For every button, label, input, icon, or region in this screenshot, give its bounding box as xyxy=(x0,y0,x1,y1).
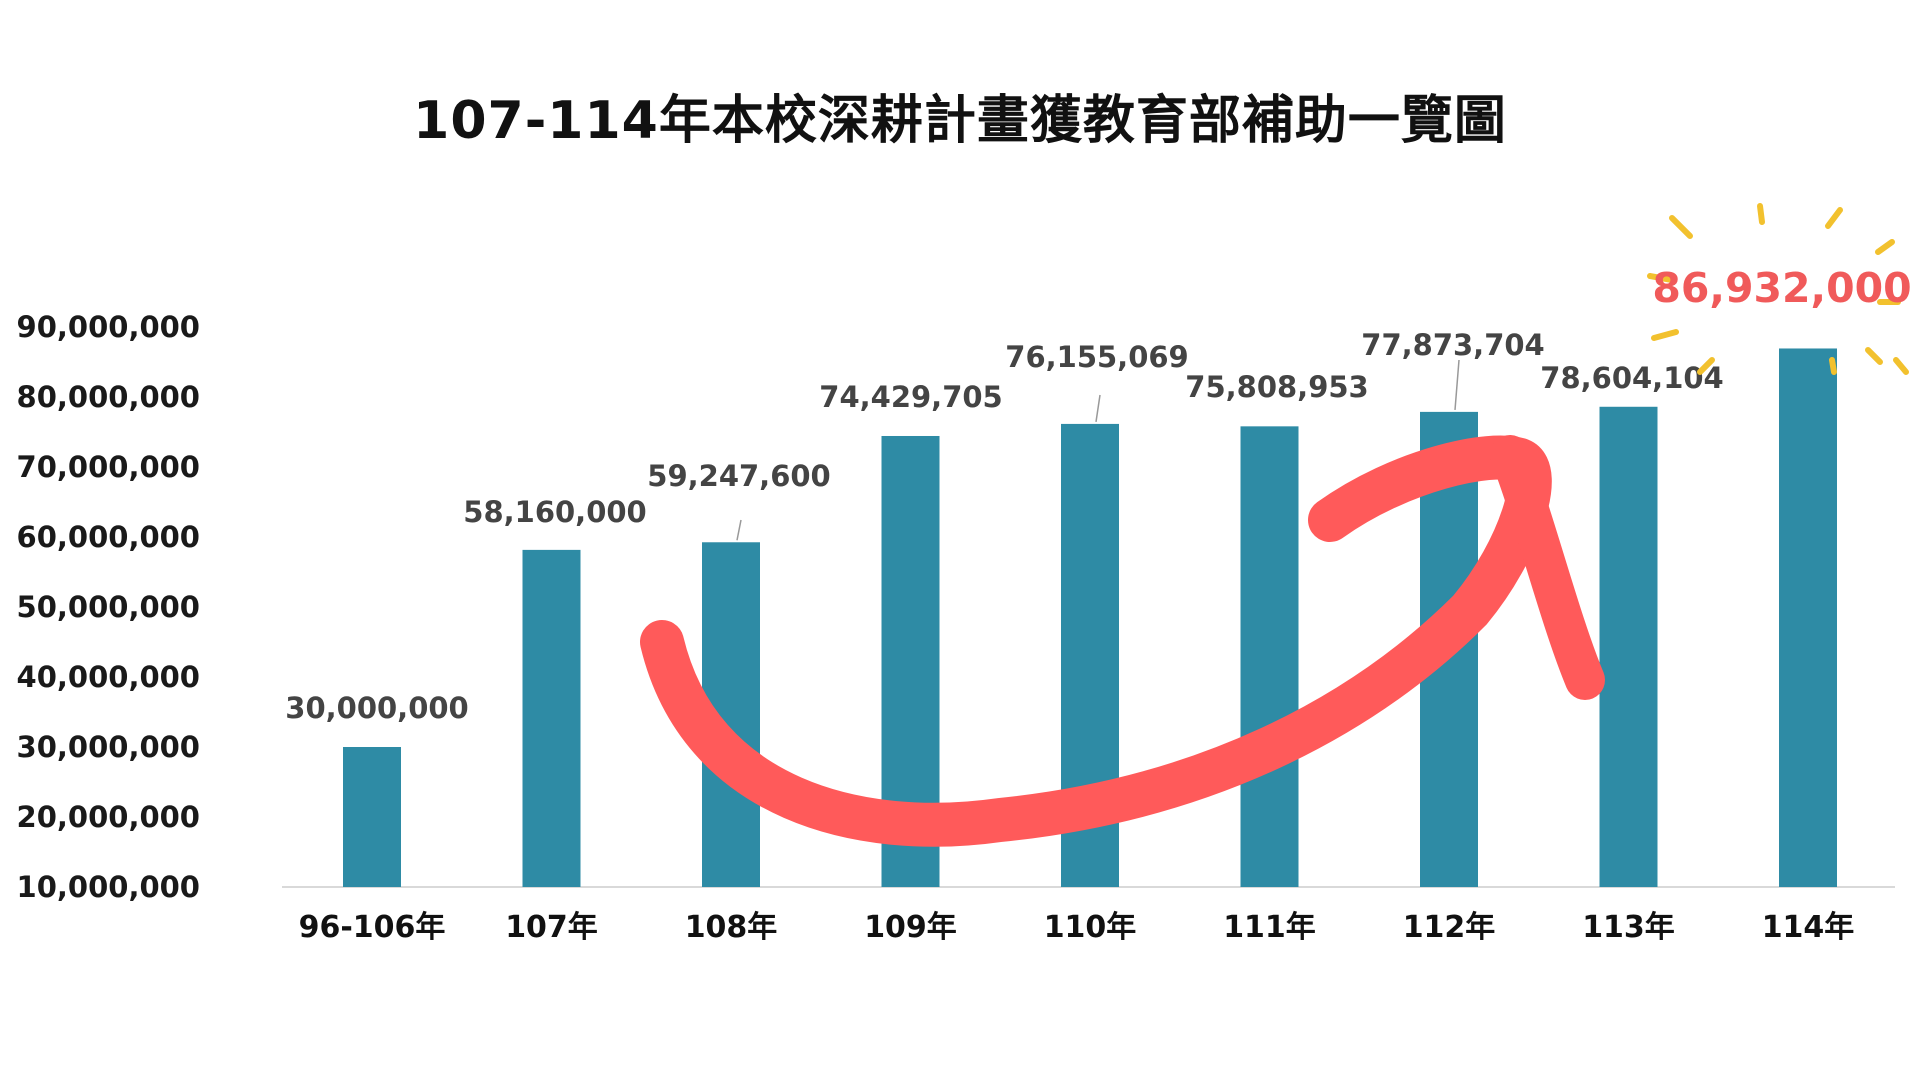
y-tick-label: 10,000,000 xyxy=(17,870,200,904)
highlight-burst-ray xyxy=(1697,357,1715,375)
x-tick-label: 113年 xyxy=(1582,910,1675,945)
label-leader-line xyxy=(1454,359,1460,410)
y-tick-label: 40,000,000 xyxy=(17,660,200,694)
bar xyxy=(1240,426,1299,887)
x-tick-label: 111年 xyxy=(1223,910,1316,945)
highlight-burst-ray xyxy=(1893,357,1909,375)
y-tick-label: 80,000,000 xyxy=(17,380,200,414)
data-label: 77,873,704 xyxy=(1361,328,1544,362)
x-tick-label: 112年 xyxy=(1403,910,1496,945)
curved-arrow-tail xyxy=(1490,435,1605,700)
label-leader-line xyxy=(1095,394,1101,423)
highlight-burst-ray xyxy=(1651,329,1679,341)
data-label: 78,604,104 xyxy=(1540,361,1723,395)
chart-title: 107-114年本校深耕計畫獲教育部補助一覽圖 xyxy=(413,91,1507,151)
bar xyxy=(343,747,401,887)
highlight-burst-ray xyxy=(1757,203,1765,225)
highlight-burst-ray xyxy=(1647,273,1675,283)
y-tick-label: 20,000,000 xyxy=(17,800,200,834)
y-tick-label: 60,000,000 xyxy=(17,520,200,554)
bar xyxy=(1779,348,1837,887)
data-label: 75,808,953 xyxy=(1185,370,1368,404)
x-tick-label: 109年 xyxy=(864,910,957,945)
x-tick-label: 107年 xyxy=(505,910,598,945)
x-tick-label: 110年 xyxy=(1044,910,1137,945)
x-tick-label: 96-106年 xyxy=(299,910,446,945)
highlight-burst-ray xyxy=(1669,215,1693,239)
highlight-burst-ray xyxy=(1829,357,1837,375)
data-label: 30,000,000 xyxy=(285,691,468,725)
bar xyxy=(1599,406,1658,887)
data-label: 74,429,705 xyxy=(819,380,1002,414)
y-tick-label: 90,000,000 xyxy=(17,310,200,344)
highlight-burst-ray xyxy=(1865,347,1883,365)
data-label: 58,160,000 xyxy=(463,495,646,529)
y-tick-label: 70,000,000 xyxy=(17,450,200,484)
y-tick-label: 30,000,000 xyxy=(17,730,200,764)
highlight-burst-ray xyxy=(1825,207,1843,229)
y-tick-label: 50,000,000 xyxy=(17,590,200,624)
data-label-highlight: 86,932,000 xyxy=(1652,264,1911,312)
x-tick-label: 108年 xyxy=(685,910,778,945)
bar xyxy=(522,549,581,887)
x-tick-label: 114年 xyxy=(1762,910,1855,945)
data-label: 76,155,069 xyxy=(1005,340,1188,374)
data-label: 59,247,600 xyxy=(647,459,830,493)
label-leader-line xyxy=(736,519,742,541)
highlight-burst-ray xyxy=(1875,239,1895,255)
